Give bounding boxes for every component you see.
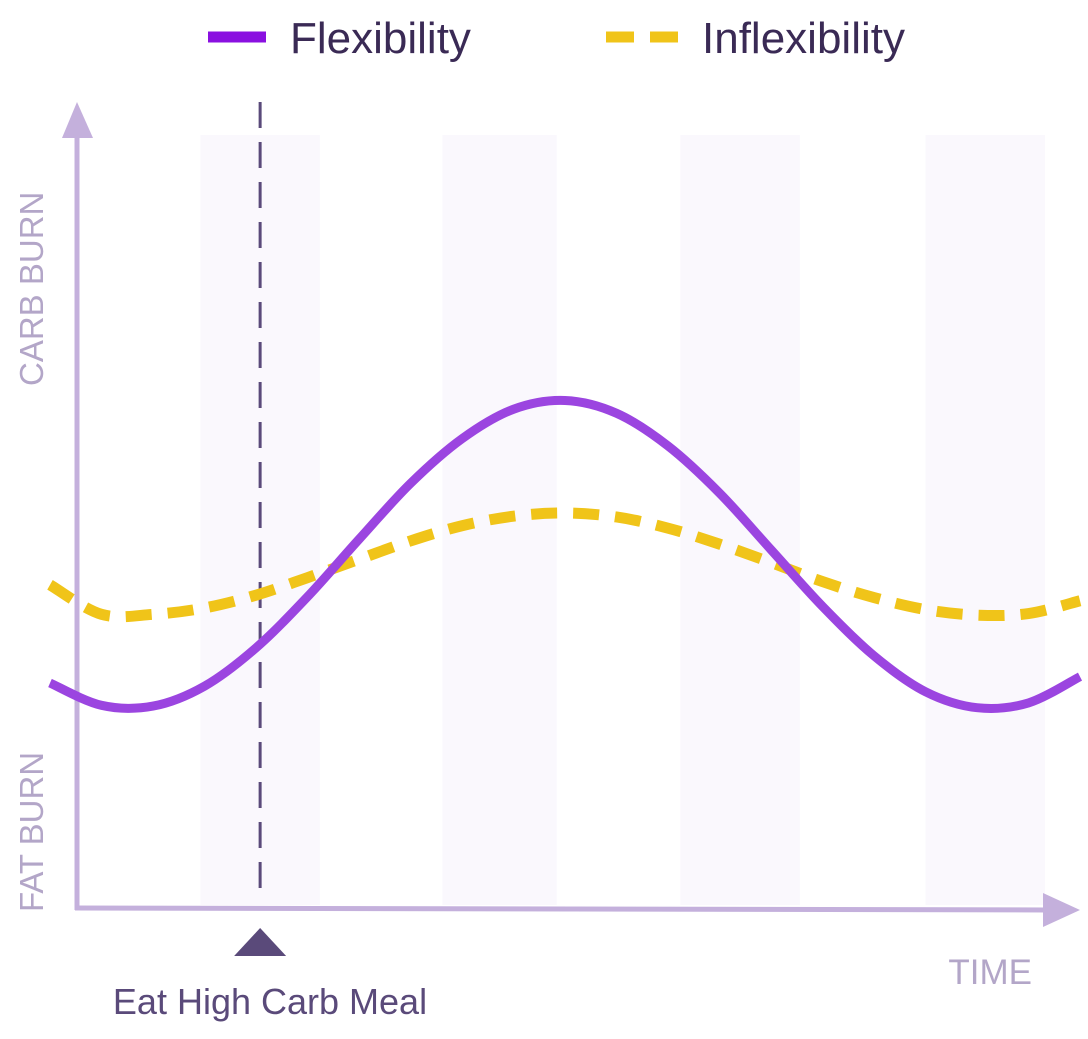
shaded-band-3 [925, 135, 1045, 905]
y-label-top: CARB BURN [13, 192, 50, 386]
meal-marker-triangle [234, 928, 287, 956]
legend: Flexibility Inflexibility [208, 14, 905, 63]
legend-label-inflexibility: Inflexibility [702, 14, 905, 63]
legend-label-flexibility: Flexibility [290, 14, 471, 63]
series-line-inflexibility [47, 507, 1082, 623]
x-axis [74, 905, 1049, 913]
meal-annotation-label: Eat High Carb Meal [113, 981, 427, 1022]
y-axis-arrow [62, 102, 93, 138]
x-axis-arrow [1043, 893, 1080, 927]
x-label: TIME [948, 953, 1032, 992]
y-label-bottom: FAT BURN [13, 752, 50, 912]
series-line-flexibility [48, 395, 1083, 713]
